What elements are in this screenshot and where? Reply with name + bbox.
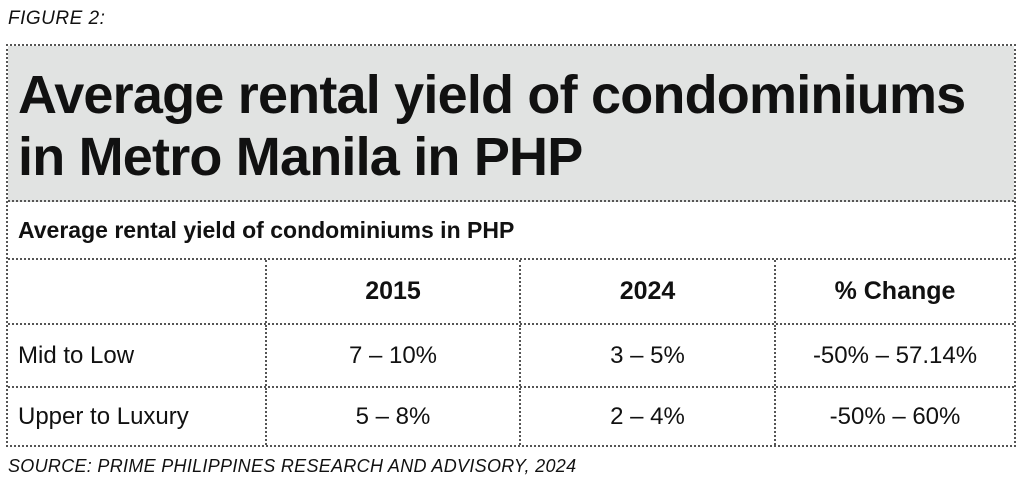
figure-label: FIGURE 2: — [8, 8, 106, 29]
header-cell-2015: 2015 — [265, 260, 519, 323]
value-change: -50% – 57.14% — [774, 325, 1014, 386]
title-line-2: in Metro Manila in PHP — [18, 127, 583, 187]
row-label: Upper to Luxury — [18, 402, 189, 430]
title-band: Average rental yield of condominiums in … — [8, 46, 1014, 202]
value-2024: 3 – 5% — [519, 325, 774, 386]
header-cell-2024: 2024 — [519, 260, 774, 323]
source-note: SOURCE: PRIME PHILIPPINES RESEARCH AND A… — [8, 456, 577, 476]
value-change: -50% – 60% — [774, 388, 1014, 445]
table-subtitle: Average rental yield of condominiums in … — [8, 202, 1014, 260]
header-cell-blank — [8, 260, 265, 323]
header-cell-change: % Change — [774, 260, 1014, 323]
yield-table: Average rental yield of condominiums in … — [6, 44, 1016, 447]
value-2015: 5 – 8% — [265, 388, 519, 445]
value-2015: 7 – 10% — [265, 325, 519, 386]
table-row: Mid to Low 7 – 10% 3 – 5% -50% – 57.14% — [8, 325, 1014, 388]
table-row: Upper to Luxury 5 – 8% 2 – 4% -50% – 60% — [8, 388, 1014, 445]
header-row: 2015 2024 % Change — [8, 260, 1014, 325]
value-2024: 2 – 4% — [519, 388, 774, 445]
title-line-1: Average rental yield of condominiums — [18, 65, 966, 125]
row-label: Mid to Low — [18, 341, 135, 369]
